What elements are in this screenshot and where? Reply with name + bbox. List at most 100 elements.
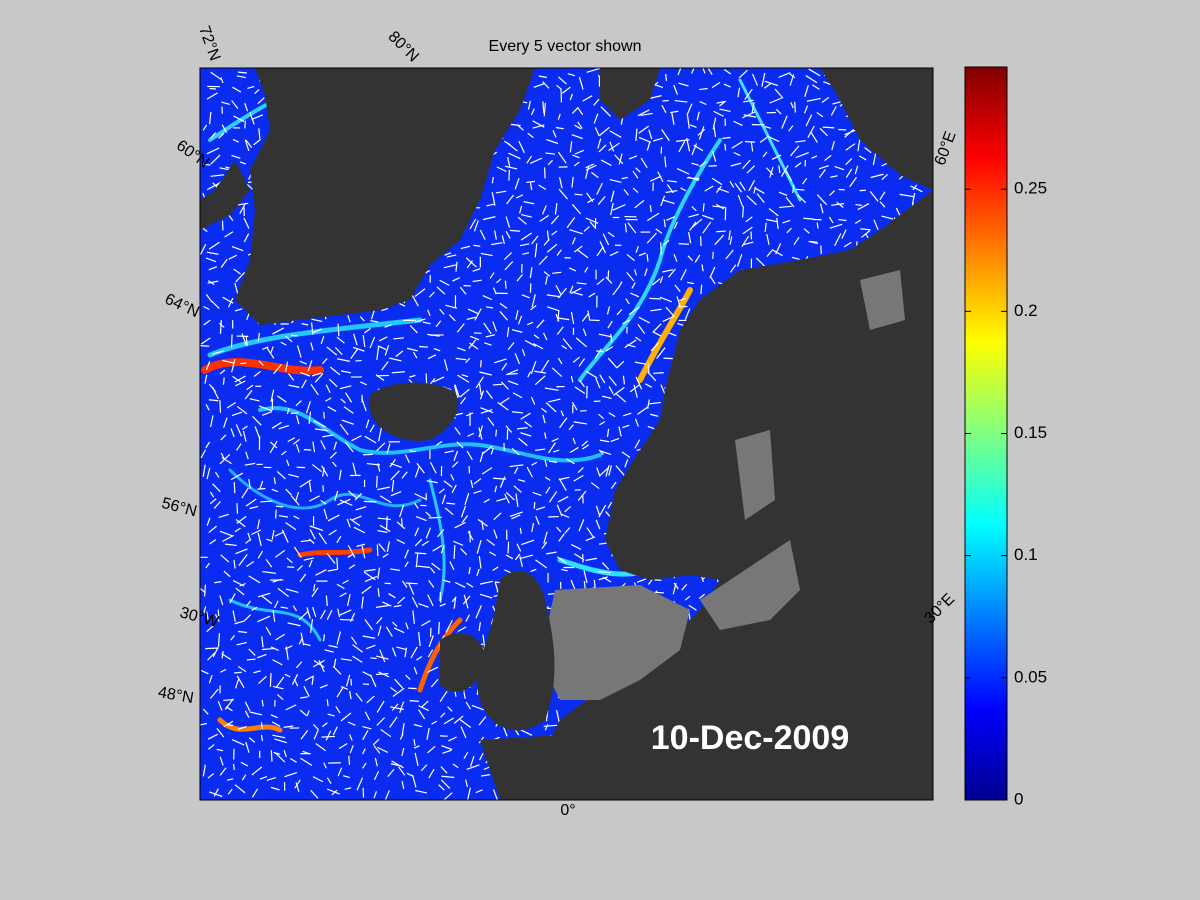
vector (561, 568, 568, 572)
vector (405, 674, 411, 680)
vector (334, 346, 343, 356)
map-title: Every 5 vector shown (489, 38, 642, 55)
vector (764, 80, 779, 87)
vector (670, 110, 679, 114)
vector (881, 215, 894, 220)
vector (336, 535, 342, 544)
vector (678, 297, 687, 302)
vector (599, 439, 610, 443)
vector (428, 768, 435, 779)
vector (303, 557, 314, 561)
vector (427, 333, 440, 337)
vector (376, 346, 380, 360)
vector (503, 252, 512, 261)
vector (274, 738, 287, 744)
vector (504, 493, 510, 504)
vector (237, 71, 247, 74)
vector (483, 322, 492, 335)
vector (335, 705, 341, 714)
vector (254, 89, 260, 95)
vector (382, 553, 389, 559)
vector (401, 747, 405, 757)
vector (645, 383, 653, 388)
vector (376, 442, 386, 452)
vector (245, 741, 250, 753)
vector (234, 671, 242, 674)
vector (517, 478, 526, 483)
vector (441, 775, 455, 779)
vector (328, 644, 338, 648)
vector (389, 716, 398, 728)
vector (795, 151, 809, 159)
vector (544, 432, 547, 439)
vector (248, 737, 256, 743)
vector (668, 268, 676, 278)
vector (497, 401, 509, 411)
vector (218, 513, 229, 519)
vector (326, 788, 340, 795)
current-streaks (201, 78, 802, 733)
vector (713, 124, 717, 138)
vector (492, 566, 499, 572)
vector (676, 296, 681, 308)
vector (336, 557, 339, 570)
vector (638, 136, 652, 143)
vector (729, 236, 733, 245)
gulf-bothnia (735, 430, 775, 520)
vector (605, 511, 611, 518)
vector (701, 264, 704, 272)
vector (300, 539, 311, 543)
vector (638, 125, 649, 134)
vector (209, 498, 217, 505)
vector (245, 139, 253, 149)
vector (512, 411, 523, 414)
vector (311, 587, 319, 598)
vector (389, 357, 402, 362)
vector (698, 161, 707, 168)
vector (349, 612, 356, 623)
vector (860, 228, 871, 231)
vector (581, 313, 589, 322)
vector (440, 779, 451, 789)
vector (519, 205, 523, 214)
vector (742, 206, 745, 218)
vector (810, 132, 818, 143)
vector (628, 306, 640, 316)
vector (492, 383, 503, 386)
vector (558, 177, 563, 189)
vector (824, 154, 832, 162)
vector (745, 216, 753, 223)
vector (415, 553, 419, 568)
vector (311, 318, 323, 322)
vector (216, 727, 225, 738)
vector (312, 659, 325, 668)
vector (521, 539, 535, 546)
white-sea (860, 270, 905, 330)
vector (479, 752, 484, 761)
vector (511, 447, 520, 456)
vector (287, 437, 296, 443)
vector (389, 458, 396, 468)
vector (229, 593, 236, 604)
vector (349, 734, 353, 741)
vector (593, 113, 599, 124)
vector (271, 721, 281, 727)
vector (578, 519, 585, 532)
vector (338, 743, 348, 750)
vector (688, 213, 699, 218)
vector (300, 696, 308, 699)
vector (376, 475, 378, 488)
vector (473, 490, 482, 494)
vector (346, 593, 351, 607)
vector (644, 268, 648, 277)
vector (336, 631, 341, 645)
vector (816, 111, 824, 118)
vector (293, 546, 302, 558)
vector (390, 491, 402, 497)
vector (439, 279, 450, 286)
vector (276, 395, 287, 403)
vector (576, 282, 587, 285)
vector (536, 319, 545, 329)
vector (637, 109, 650, 117)
vector (687, 255, 694, 262)
